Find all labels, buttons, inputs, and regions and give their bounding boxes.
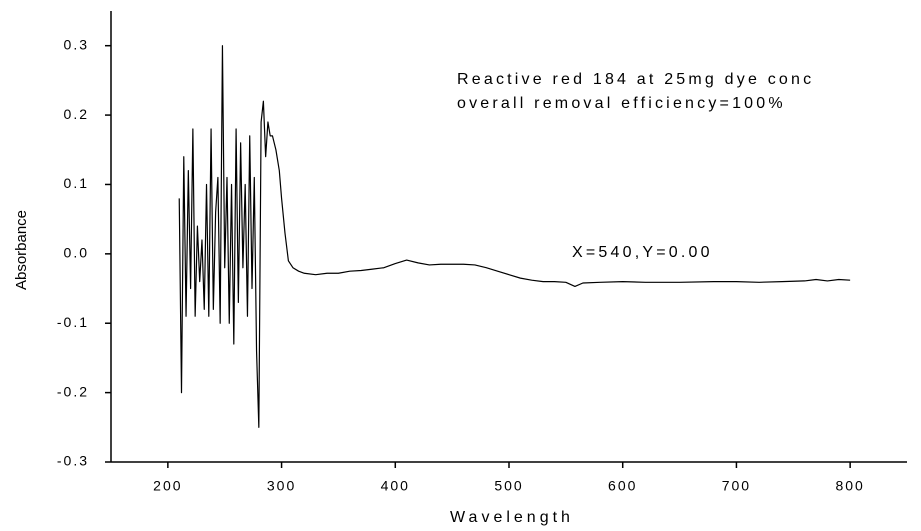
annotation: overall removal efficiency=100% xyxy=(457,95,786,112)
y-tick-label: 0.1 xyxy=(64,175,89,191)
annotation: Reactive red 184 at 25mg dye conc xyxy=(457,71,814,88)
x-tick-label: 500 xyxy=(494,478,523,494)
x-tick-label: 200 xyxy=(153,478,182,494)
y-tick-label: -0.3 xyxy=(57,453,89,469)
x-tick-label: 600 xyxy=(608,478,637,494)
y-tick-label: -0.2 xyxy=(57,383,89,399)
data-line xyxy=(178,45,851,428)
y-axis-label: Absorbance xyxy=(13,210,30,290)
x-axis-label: Wavelength xyxy=(450,509,574,526)
x-tick-label: 800 xyxy=(835,478,864,494)
x-tick-label: 300 xyxy=(267,478,296,494)
annotation: X=540,Y=0.00 xyxy=(572,244,713,261)
y-tick-label: 0.0 xyxy=(64,245,89,261)
x-tick-label: 400 xyxy=(381,478,410,494)
y-tick-label: 0.3 xyxy=(64,36,89,52)
x-tick-label: 700 xyxy=(722,478,751,494)
y-tick-label: -0.1 xyxy=(57,314,89,330)
y-tick-label: 0.2 xyxy=(64,106,89,122)
